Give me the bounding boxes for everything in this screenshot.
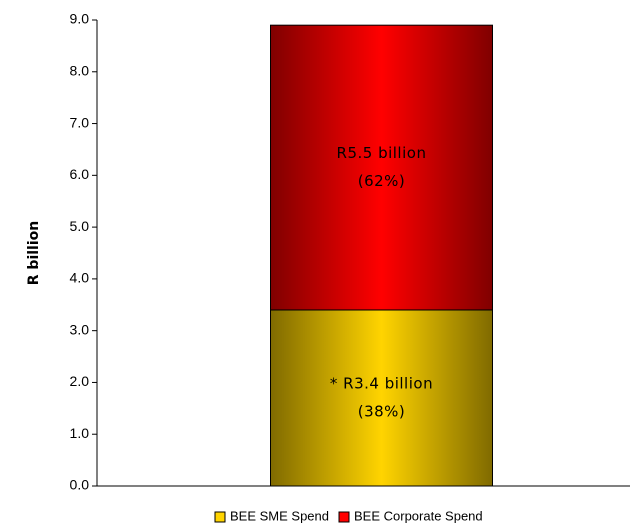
legend-swatch <box>214 511 226 523</box>
y-tick-label: 5.0 <box>70 218 90 234</box>
y-tick-label: 6.0 <box>70 166 90 182</box>
data-label: R5.5 billion <box>337 144 427 162</box>
legend-label: BEE Corporate Spend <box>354 508 483 523</box>
y-tick-label: 9.0 <box>70 11 90 27</box>
y-tick-label: 7.0 <box>70 114 90 130</box>
y-tick-label: 3.0 <box>70 321 90 337</box>
y-axis-label: R billion <box>26 221 42 285</box>
y-tick-label: 0.0 <box>70 477 90 493</box>
y-tick-label: 1.0 <box>70 425 90 441</box>
data-label: * R3.4 billion <box>330 374 433 392</box>
data-label: (62%) <box>358 172 406 190</box>
data-label: (38%) <box>358 402 406 420</box>
bar-shading <box>270 24 493 311</box>
y-tick-label: 8.0 <box>70 62 90 78</box>
legend-swatch <box>338 511 350 523</box>
bar-shading <box>270 309 493 487</box>
legend-label: BEE SME Spend <box>230 508 329 523</box>
y-tick-label: 4.0 <box>70 270 90 286</box>
y-tick-label: 2.0 <box>70 373 90 389</box>
